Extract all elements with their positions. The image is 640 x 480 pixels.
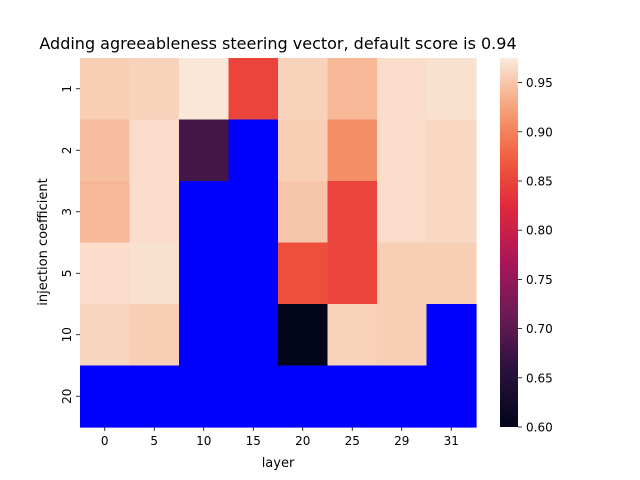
x-tick-label: 20 (295, 434, 310, 448)
colorbar-tick-label: 0.80 (526, 224, 553, 238)
heatmap-cell (377, 304, 428, 367)
heatmap-cell (80, 181, 131, 244)
y-tick-label: 2 (60, 146, 74, 154)
colorbar-tick-label: 0.85 (526, 175, 553, 189)
y-tick-label: 1 (60, 85, 74, 93)
colorbar-ticks: 0.60 0.65 0.70 0.75 0.80 0.85 0.90 0.95 (518, 76, 553, 435)
y-tick-label: 20 (60, 389, 74, 404)
heatmap-cell (228, 365, 279, 428)
x-axis-label: layer (262, 456, 295, 471)
heatmap-cell (327, 119, 378, 182)
x-tick-label: 29 (394, 434, 409, 448)
heatmap-cell (327, 365, 378, 428)
heatmap-cell (327, 242, 378, 305)
heatmap-cell (80, 365, 131, 428)
heatmap-cell (80, 242, 131, 305)
x-tick-label: 5 (150, 434, 158, 448)
y-tick-label: 5 (60, 269, 74, 277)
heatmap-cell (129, 58, 180, 121)
heatmap-cell (327, 58, 378, 121)
colorbar-tick-label: 0.95 (526, 76, 553, 90)
heatmap-cell (278, 242, 329, 305)
chart-title: Adding agreeableness steering vector, de… (39, 34, 516, 53)
heatmap-cell (426, 304, 477, 367)
heatmap-cell (377, 58, 428, 121)
heatmap-cell (377, 242, 428, 305)
heatmap-cell (426, 242, 477, 305)
heatmap-cell (228, 304, 279, 367)
heatmap-cell (80, 304, 131, 367)
heatmap-cell (129, 181, 180, 244)
colorbar-tick-label: 0.70 (526, 322, 553, 336)
heatmap-cell (179, 58, 230, 121)
x-tick-label: 25 (345, 434, 360, 448)
heatmap-cell (426, 181, 477, 244)
colorbar-tick-label: 0.90 (526, 125, 553, 139)
heatmap-cell (278, 304, 329, 367)
y-tick-label: 10 (60, 327, 74, 342)
y-axis-ticks: 1 2 3 5 10 20 (60, 85, 80, 404)
x-tick-label: 15 (246, 434, 261, 448)
x-axis-ticks: 0 5 10 15 20 25 29 31 (101, 427, 459, 448)
heatmap-cell (426, 58, 477, 121)
heatmap-cell (179, 304, 230, 367)
heatmap-cell (179, 119, 230, 182)
heatmap-cell (129, 119, 180, 182)
colorbar (500, 58, 518, 427)
heatmap-cell (426, 365, 477, 428)
heatmap-cell (228, 119, 279, 182)
heatmap-cell (179, 365, 230, 428)
heatmap-cell (278, 58, 329, 121)
heatmap-cell (327, 304, 378, 367)
colorbar-tick-label: 0.75 (526, 273, 553, 287)
heatmap-cell (80, 119, 131, 182)
heatmap-cell (129, 365, 180, 428)
heatmap-cell (278, 365, 329, 428)
heatmap-cell (228, 58, 279, 121)
heatmap-cell (129, 304, 180, 367)
heatmap-cell (377, 119, 428, 182)
y-axis-label: injection coefficient (36, 178, 51, 305)
heatmap-cells (80, 58, 477, 428)
heatmap-cell (426, 119, 477, 182)
heatmap-cell (179, 242, 230, 305)
x-tick-label: 31 (444, 434, 459, 448)
heatmap-cell (80, 58, 131, 121)
x-tick-label: 0 (101, 434, 109, 448)
heatmap-cell (377, 181, 428, 244)
heatmap-cell (327, 181, 378, 244)
heatmap-cell (129, 242, 180, 305)
heatmap-cell (278, 119, 329, 182)
heatmap-cell (228, 242, 279, 305)
colorbar-tick-label: 0.60 (526, 421, 553, 435)
y-tick-label: 3 (60, 208, 74, 216)
heatmap-cell (278, 181, 329, 244)
x-tick-label: 10 (196, 434, 211, 448)
heatmap-cell (179, 181, 230, 244)
heatmap-cell (377, 365, 428, 428)
colorbar-tick-label: 0.65 (526, 371, 553, 385)
heatmap-cell (228, 181, 279, 244)
